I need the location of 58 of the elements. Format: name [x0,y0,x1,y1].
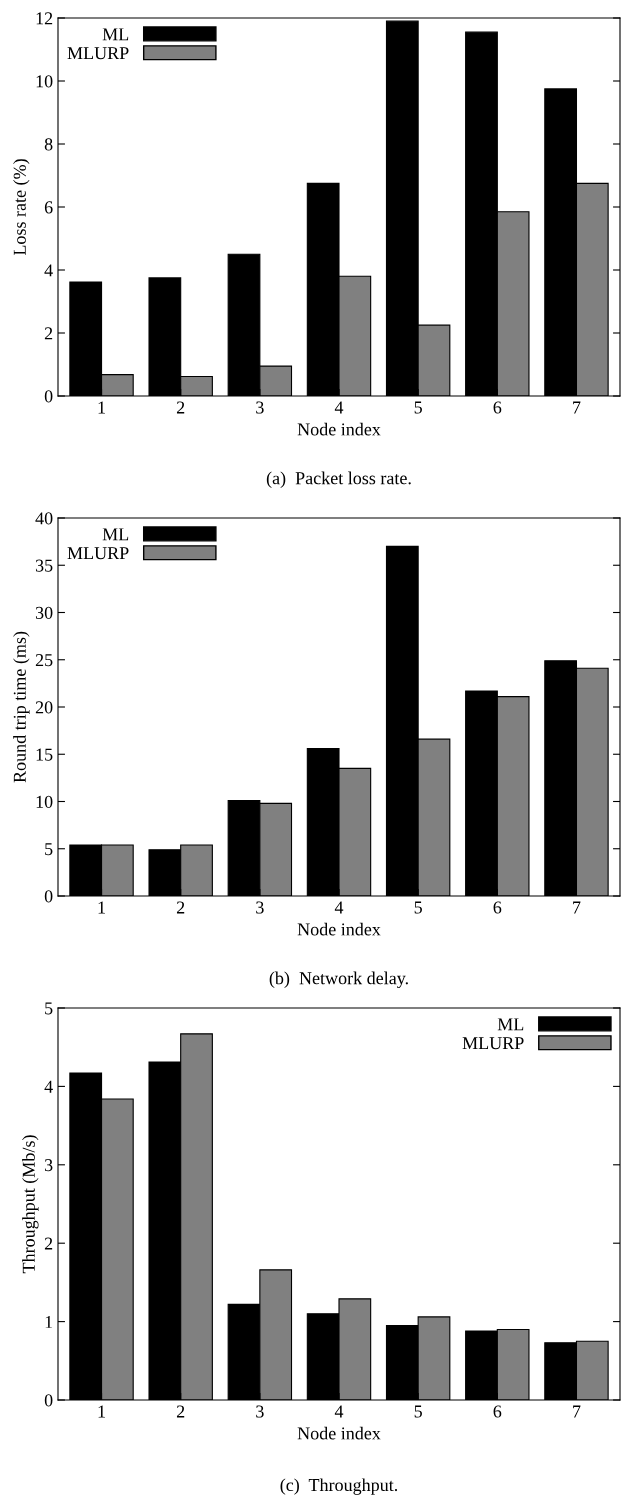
y-tick-label: 35 [35,559,53,572]
y-tick-label: 5 [45,1002,53,1015]
y-tick-label: 1 [45,1315,53,1328]
x-tick-label: 5 [414,1405,422,1418]
y-tick-label: 4 [44,264,53,277]
x-tick-label: 6 [493,901,502,914]
x-tick-label: 4 [334,401,344,414]
x-tick-label: 7 [573,901,581,914]
y-tick-label: 0 [44,890,53,903]
x-tick-label: 3 [256,401,264,414]
y-tick-label: 3 [44,1159,53,1172]
x-tick-label: 6 [493,401,502,414]
text: (b) Network delay. [269,971,408,989]
y-tick-label: 12 [36,12,53,25]
y-tick-label: 8 [44,138,53,151]
x-tick-label: 5 [414,901,422,914]
x-tick-label: 6 [493,1405,502,1418]
text: (c) Throughput. [280,1478,398,1495]
y-tick-label: 40 [35,512,53,525]
legend-label: MLURP [67,547,129,560]
x-tick-label: 7 [573,1405,581,1418]
y-tick-label: 25 [35,654,53,667]
x-tick-label: 1 [98,1405,105,1418]
legend-label: MLURP [462,1037,524,1050]
x-tick-label: 3 [256,901,264,914]
x-tick-label: 2 [176,1405,185,1418]
x-axis-title: Node index [297,922,381,936]
x-tick-label: 5 [414,401,422,414]
y-tick-label: 0 [44,390,53,403]
x-tick-label: 1 [98,901,105,914]
y-tick-label: 5 [45,843,53,856]
y-tick-label: 30 [35,606,53,619]
y-axis-title: Round trip time (ms) [13,631,30,783]
y-tick-label: 2 [44,327,53,340]
y-axis-title: Throughput (Mb/s) [22,1135,39,1274]
y-axis-title: Loss rate (%) [13,159,30,256]
legend-label: MLURP [67,47,129,60]
x-tick-label: 4 [334,1405,344,1418]
y-tick-label: 0 [44,1394,53,1407]
legend-label: ML [497,1018,524,1031]
x-tick-label: 2 [176,401,185,414]
x-tick-label: 4 [334,901,344,914]
y-tick-label: 6 [44,201,53,214]
x-tick-label: 1 [98,401,105,414]
y-tick-label: 15 [36,748,53,761]
x-tick-label: 7 [573,401,581,414]
legend-label: ML [102,28,129,41]
y-tick-label: 20 [35,701,53,714]
x-tick-label: 2 [176,901,185,914]
x-axis-title: Node index [297,422,381,436]
y-tick-label: 10 [36,795,53,808]
text: (a) Packet loss rate. [266,471,411,488]
y-tick-label: 10 [36,75,53,88]
x-tick-label: 3 [256,1405,264,1418]
y-tick-label: 2 [44,1237,53,1250]
x-axis-title: Node index [297,1426,381,1440]
y-tick-label: 4 [44,1080,53,1093]
legend-label: ML [102,528,129,541]
